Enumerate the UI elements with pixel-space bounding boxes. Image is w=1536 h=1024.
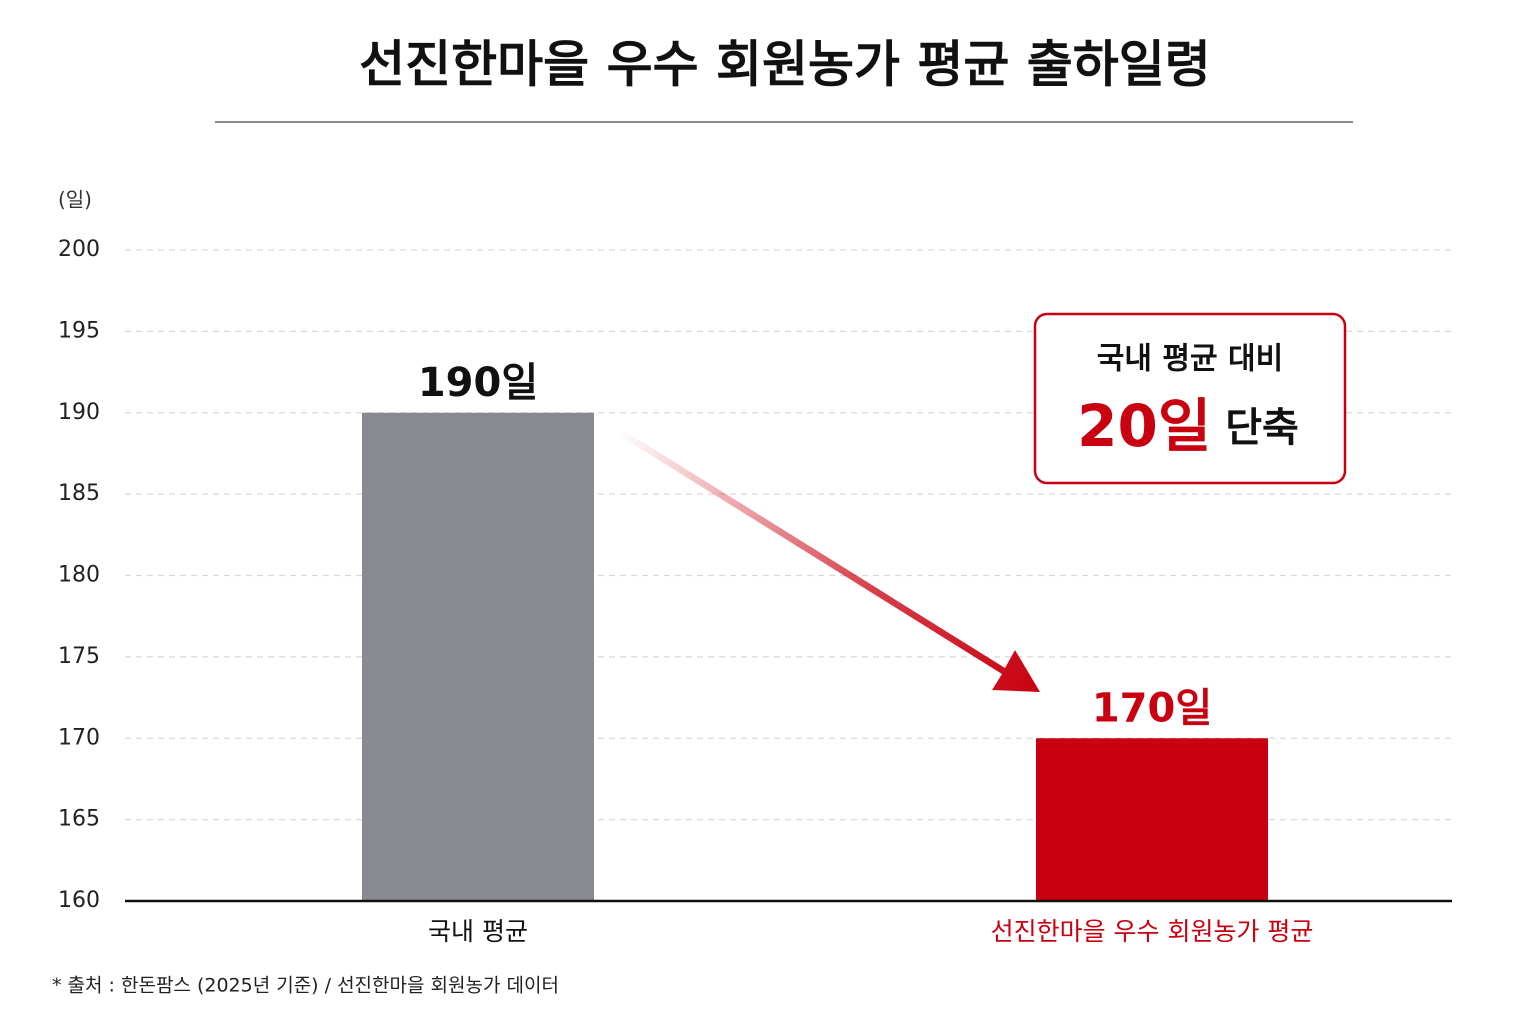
value-label: 170일 bbox=[1092, 685, 1212, 731]
plot-area: 160 165 170 175 180 185 190 195 200 국내 평균 190일선진한마… bbox=[58, 237, 1452, 946]
x-tick-label: 국내 평균 bbox=[428, 917, 528, 946]
y-unit-label: (일) bbox=[58, 188, 92, 212]
value-label: 190일 bbox=[418, 360, 538, 406]
footnote: * 출처 : 한돈팜스 (2025년 기준) / 선진한마을 회원농가 데이터 bbox=[52, 975, 559, 997]
y-tick-label: 165 bbox=[58, 807, 100, 832]
x-tick-label: 선진한마을 우수 회원농가 평균 bbox=[991, 917, 1314, 946]
y-tick-label: 180 bbox=[58, 563, 100, 588]
bar bbox=[1036, 738, 1268, 901]
callout-box bbox=[1033, 312, 1347, 485]
y-tick-label: 170 bbox=[58, 725, 100, 750]
y-tick-label: 200 bbox=[58, 237, 100, 262]
y-tick-label: 185 bbox=[58, 481, 100, 506]
bar bbox=[362, 412, 594, 901]
y-tick-label: 190 bbox=[58, 400, 100, 425]
callout-suffix: 단축 bbox=[1225, 405, 1299, 451]
y-tick-label: 195 bbox=[58, 318, 100, 343]
callout-highlight: 20일 bbox=[1077, 392, 1211, 460]
y-tick-label: 175 bbox=[58, 644, 100, 669]
callout-line2: 20일 단축 bbox=[1077, 392, 1299, 460]
y-tick-label: 160 bbox=[58, 888, 100, 913]
decrease-arrow bbox=[617, 428, 1040, 692]
callout-line1: 국내 평균 대비 bbox=[1097, 342, 1284, 377]
chart-title: 선진한마을 우수 회원농가 평균 출하일령 bbox=[359, 36, 1211, 94]
